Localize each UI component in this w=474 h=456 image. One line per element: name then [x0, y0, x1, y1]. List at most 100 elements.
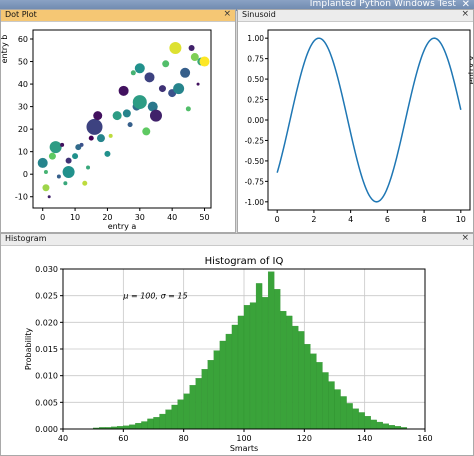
data-point — [118, 85, 129, 96]
data-point — [72, 153, 79, 160]
histogram-bar — [261, 297, 269, 430]
data-point — [65, 157, 72, 164]
histogram-bar — [298, 331, 305, 430]
y-tick-label: 0.50 — [247, 75, 264, 84]
data-point — [104, 150, 111, 157]
histogram-bar — [364, 416, 371, 430]
close-icon[interactable]: × — [461, 233, 469, 243]
histogram-bar — [280, 310, 287, 430]
y-tick-label: 60 — [18, 35, 28, 44]
data-point — [162, 60, 170, 68]
y-tick-label: -1.00 — [245, 198, 265, 207]
histogram-bar — [286, 315, 293, 430]
data-point — [173, 83, 185, 95]
window-titlebar: Implanted Python Windows Test ✕ — [0, 0, 474, 11]
histogram-bar — [225, 333, 233, 430]
histogram-bar — [141, 421, 148, 430]
histogram-bar — [135, 422, 142, 430]
tab-dot-plot[interactable]: Dot Plot × — [1, 10, 235, 22]
histogram-bar — [237, 315, 245, 430]
y-tick-label: 0.000 — [35, 425, 58, 434]
y-tick-label: 0.00 — [247, 116, 264, 125]
histogram-bar — [165, 409, 172, 430]
data-point — [199, 56, 210, 67]
data-point — [42, 184, 50, 192]
y-tick-label: 0.030 — [35, 265, 58, 274]
data-point — [63, 181, 68, 186]
data-point — [60, 142, 65, 147]
x-tick-label: 30 — [135, 213, 145, 222]
x-tick-label: 10 — [70, 213, 80, 222]
x-tick-label: 120 — [297, 434, 312, 443]
data-point — [79, 142, 84, 147]
y-tick-label: -0.75 — [245, 177, 265, 186]
data-point — [93, 111, 103, 121]
histogram-bar — [310, 353, 317, 430]
y-tick-label: 50 — [18, 58, 28, 67]
data-point — [49, 141, 62, 154]
y-tick-label: 0.25 — [247, 96, 264, 105]
data-point — [86, 165, 91, 170]
x-tick-label: 160 — [417, 434, 432, 443]
data-point — [132, 95, 147, 110]
y-tick-label: 0.025 — [35, 292, 58, 301]
histogram-bar — [304, 344, 311, 430]
data-point — [112, 111, 122, 121]
histogram-bar — [274, 289, 281, 430]
histogram-bar — [147, 418, 154, 430]
histogram-bar — [183, 393, 190, 430]
dot-plot-chart: 0 10 20 30 40 50 -10 0 10 20 30 40 50 60 entry a entry … — [1, 29, 212, 231]
histogram-bar — [201, 369, 208, 430]
x-tick-label: 0 — [275, 215, 280, 224]
histogram-bar — [177, 399, 184, 430]
x-axis-label: Smarts — [230, 444, 258, 453]
x-tick-label: 8 — [422, 215, 427, 224]
histogram-bar — [195, 378, 202, 430]
x-tick-label: 40 — [58, 434, 68, 443]
plot-frame — [32, 29, 212, 209]
x-tick-label: 80 — [179, 434, 189, 443]
close-icon[interactable]: ✕ — [461, 0, 470, 10]
data-point — [96, 134, 105, 143]
y-tick-label: 10 — [18, 148, 28, 157]
y-tick-label: 0 — [23, 170, 28, 179]
x-tick-label: 6 — [385, 215, 390, 224]
histogram-panel: Histogram × 40 60 80 100 120 140 160 0.000 0.005… — [0, 233, 474, 456]
tab-label: Histogram — [5, 234, 47, 243]
histogram-bar — [352, 408, 359, 430]
x-tick-label: 100 — [236, 434, 251, 443]
close-icon[interactable]: × — [223, 9, 231, 19]
x-tick-label: 50 — [199, 213, 209, 222]
y-axis-label: entry b — [1, 35, 9, 64]
tab-sinusoid[interactable]: Sinusoid × — [238, 10, 473, 22]
histogram-bar — [231, 324, 239, 430]
data-point — [62, 165, 75, 178]
dot-plot-panel: Dot Plot × 0 10 20 30 40 50 -10 0 10 20 30 40 50 60 en… — [0, 9, 236, 233]
sinusoid-chart: 0 2 4 6 8 10 -1.00 -0.75 -0.50 -0.25 0.00 0.25 0.50 0… — [245, 29, 473, 224]
histogram-bar — [358, 412, 365, 430]
x-tick-label: 2 — [311, 215, 316, 224]
histogram-bar — [292, 325, 299, 430]
histogram-bar — [382, 423, 389, 430]
tab-label: Dot Plot — [5, 10, 37, 19]
data-point — [190, 53, 199, 62]
tab-histogram[interactable]: Histogram × — [1, 234, 473, 246]
y-tick-label: 0.020 — [35, 318, 58, 327]
x-tick-label: 40 — [167, 213, 177, 222]
x-tick-label: 0 — [40, 213, 45, 222]
x-tick-label: 10 — [456, 215, 466, 224]
x-tick-label: 60 — [118, 434, 128, 443]
data-point — [188, 45, 195, 52]
data-point — [169, 42, 182, 55]
data-point — [108, 133, 113, 138]
histogram-bar — [322, 372, 329, 430]
histogram-bar — [255, 283, 263, 430]
data-point — [122, 109, 131, 118]
y-axis-label: Probability — [24, 328, 33, 371]
y-tick-label: -0.50 — [245, 157, 265, 166]
histogram-bar — [316, 362, 323, 430]
y-tick-label: 0.010 — [35, 372, 58, 381]
data-point — [130, 70, 136, 76]
close-icon[interactable]: × — [461, 9, 469, 19]
tab-label: Sinusoid — [242, 10, 276, 19]
